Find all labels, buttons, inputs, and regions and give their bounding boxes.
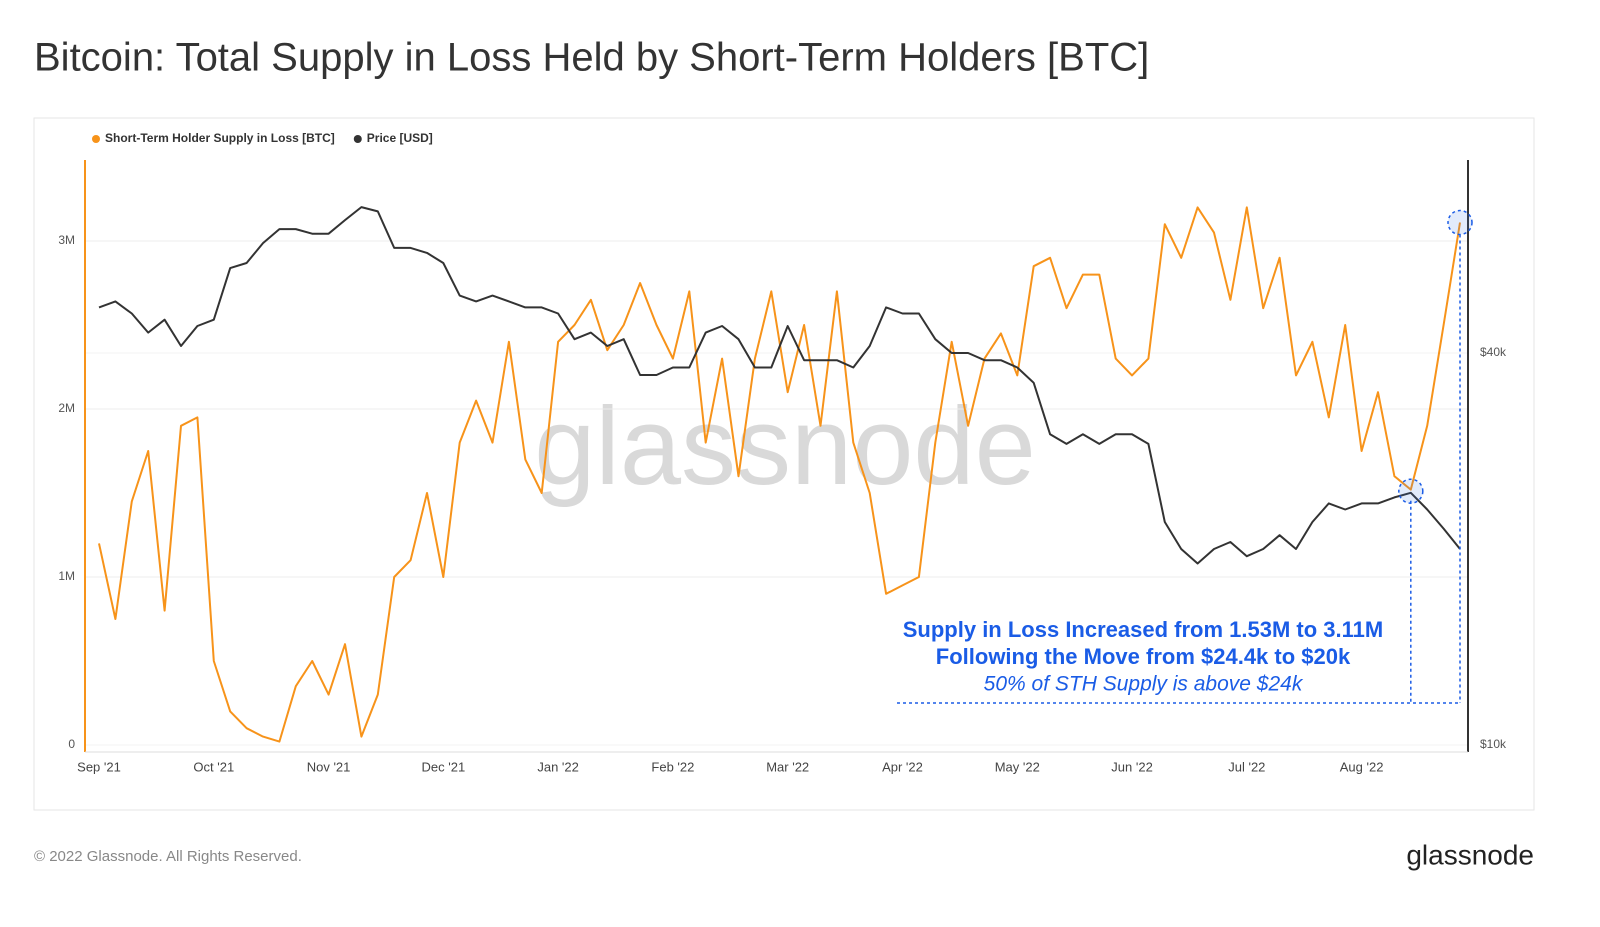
x-tick-label: Jul '22 [1228, 759, 1265, 774]
y-tick-label: 3M [58, 233, 75, 247]
y2-tick-label: $40k [1480, 345, 1507, 359]
x-tick-label: Jun '22 [1111, 759, 1153, 774]
x-tick-label: Apr '22 [882, 759, 923, 774]
x-tick-label: May '22 [995, 759, 1040, 774]
x-tick-label: Nov '21 [307, 759, 351, 774]
x-tick-label: Aug '22 [1340, 759, 1384, 774]
highlight-marker [1447, 209, 1473, 236]
legend-marker [92, 135, 100, 143]
x-tick-label: Jan '22 [537, 759, 579, 774]
series-line [98, 206, 1461, 565]
y-tick-label: 1M [58, 569, 75, 583]
watermark: glassnode [534, 385, 1036, 508]
annotation: Supply in Loss Increased from 1.53M to 3… [903, 617, 1383, 642]
chart-title: Bitcoin: Total Supply in Loss Held by Sh… [34, 36, 1149, 80]
annotation: Following the Move from $24.4k to $20k [936, 644, 1351, 669]
y2-tick-label: $10k [1480, 737, 1507, 751]
chart-frame [33, 117, 1535, 811]
y-tick-label: 2M [58, 401, 75, 415]
annotation: 50% of STH Supply is above $24k [984, 673, 1304, 696]
x-tick-label: Feb '22 [651, 759, 694, 774]
x-tick-label: Mar '22 [766, 759, 809, 774]
series-line [98, 206, 1461, 743]
legend-label: Price [USD] [367, 131, 433, 145]
logo: glassnode [1406, 839, 1534, 870]
x-tick-label: Dec '21 [422, 759, 466, 774]
x-tick-label: Oct '21 [193, 759, 234, 774]
legend-marker [353, 135, 362, 143]
x-tick-label: Sep '21 [77, 759, 121, 774]
y-tick-label: 0 [68, 737, 75, 751]
highlight-marker [1398, 478, 1424, 504]
legend-label: Short-Term Holder Supply in Loss [BTC] [105, 131, 335, 145]
footer: © 2022 Glassnode. All Rights Reserved. [34, 848, 302, 865]
